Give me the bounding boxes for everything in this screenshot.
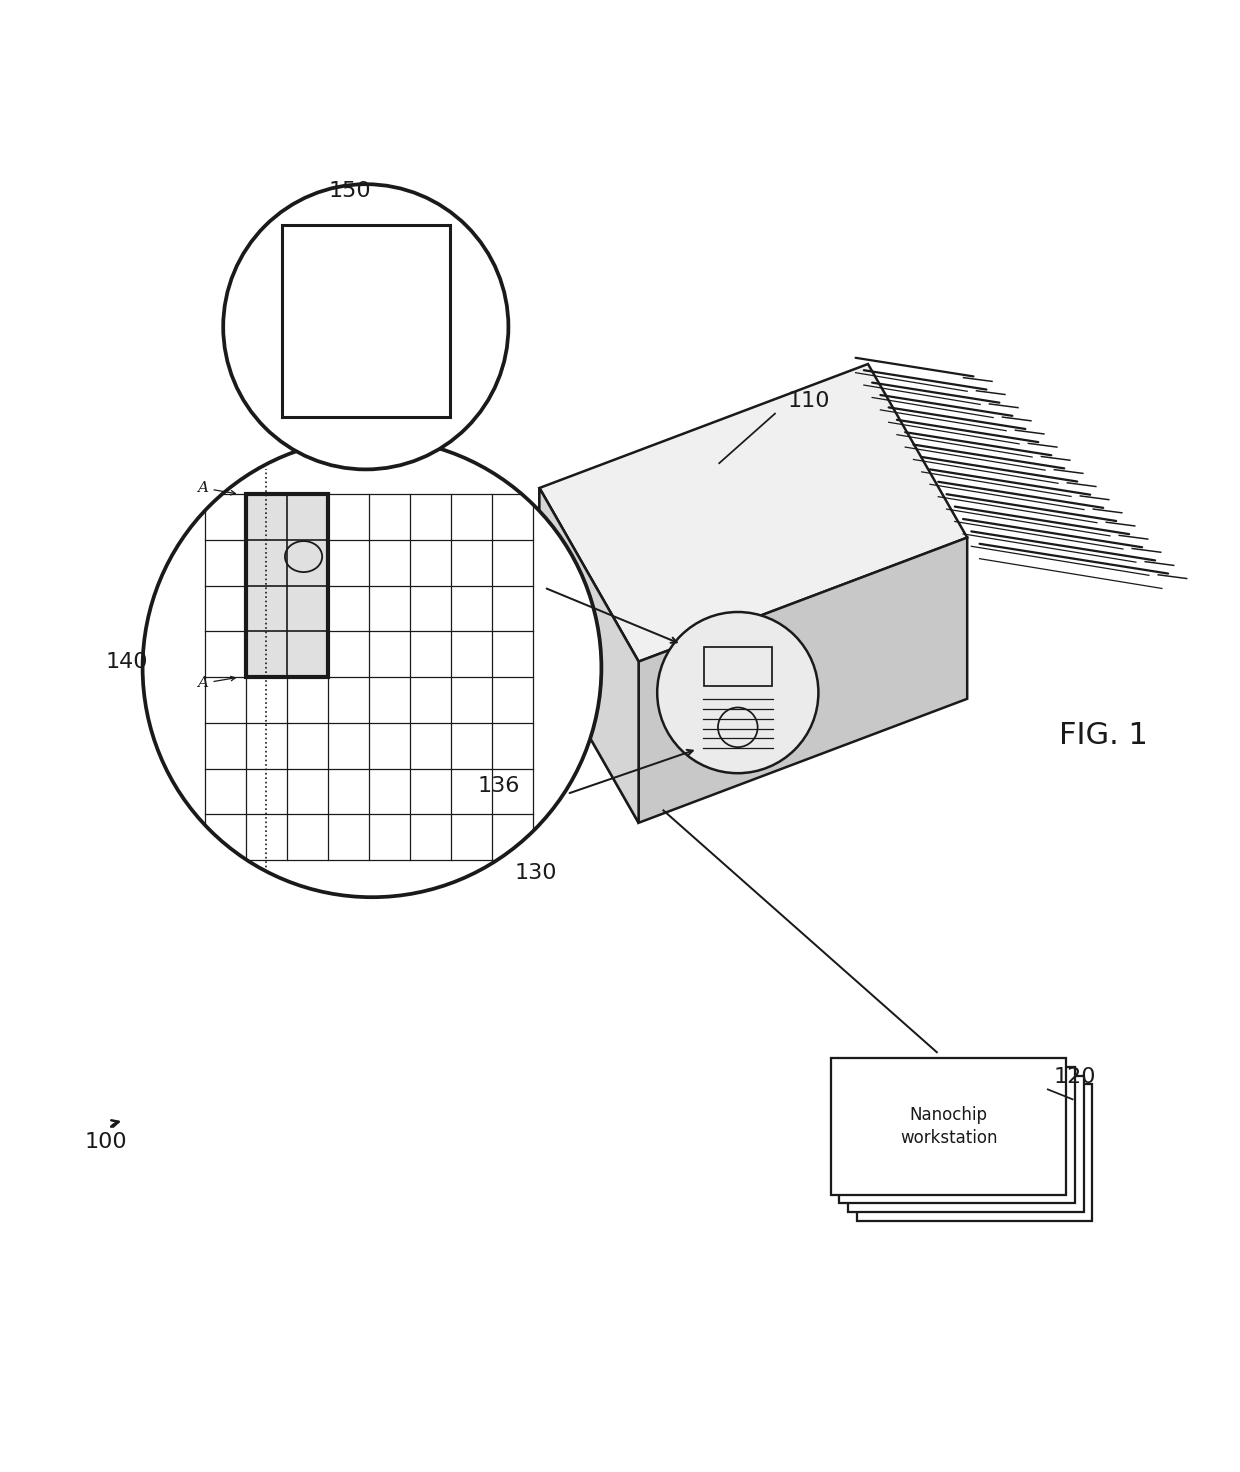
Text: 130: 130 bbox=[515, 863, 557, 883]
Circle shape bbox=[143, 439, 601, 898]
Text: 100: 100 bbox=[84, 1120, 126, 1151]
Bar bbox=[281, 225, 449, 417]
Circle shape bbox=[657, 612, 818, 773]
Text: 136: 136 bbox=[477, 776, 520, 796]
Text: FIG. 1: FIG. 1 bbox=[1059, 721, 1148, 751]
Polygon shape bbox=[639, 537, 967, 823]
Bar bbox=[704, 646, 771, 686]
Text: 140: 140 bbox=[105, 652, 148, 671]
Circle shape bbox=[223, 184, 508, 470]
Text: 150: 150 bbox=[329, 181, 371, 200]
Bar bbox=[839, 1067, 1075, 1204]
Bar bbox=[848, 1076, 1084, 1211]
Text: 120: 120 bbox=[1054, 1067, 1096, 1088]
Bar bbox=[831, 1058, 1066, 1195]
Text: A: A bbox=[197, 676, 236, 690]
Text: Nanochip
workstation: Nanochip workstation bbox=[900, 1105, 997, 1147]
Bar bbox=[246, 495, 327, 677]
Polygon shape bbox=[539, 364, 967, 661]
Polygon shape bbox=[539, 489, 639, 823]
Bar bbox=[857, 1085, 1092, 1220]
Text: A: A bbox=[197, 481, 236, 495]
Polygon shape bbox=[539, 489, 639, 823]
Text: 110: 110 bbox=[787, 392, 830, 411]
